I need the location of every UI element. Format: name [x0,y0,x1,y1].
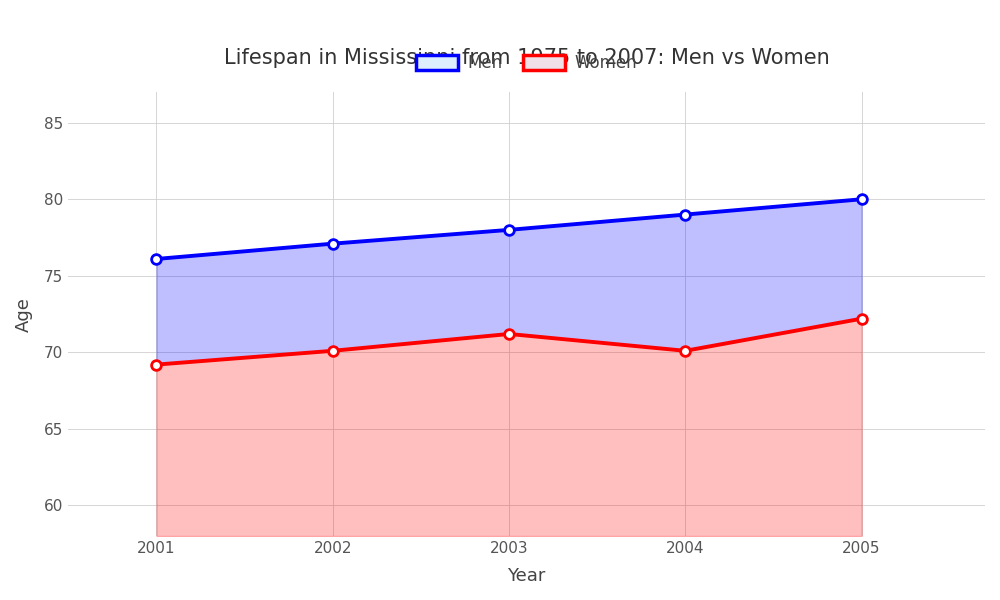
Line: Women: Women [152,314,866,370]
Women [150,361,162,368]
X-axis label: Year: Year [507,567,546,585]
Men [856,196,868,203]
Women [856,315,868,322]
Line: Men: Men [152,194,866,264]
Men [679,211,691,218]
Women [327,347,339,355]
Men [503,226,515,233]
Women [503,331,515,338]
Y-axis label: Age: Age [15,296,33,332]
Men [327,240,339,247]
Women [679,347,691,355]
Title: Lifespan in Mississippi from 1975 to 2007: Men vs Women: Lifespan in Mississippi from 1975 to 200… [224,49,830,68]
Men [150,256,162,263]
Legend: Men, Women: Men, Women [409,47,644,79]
